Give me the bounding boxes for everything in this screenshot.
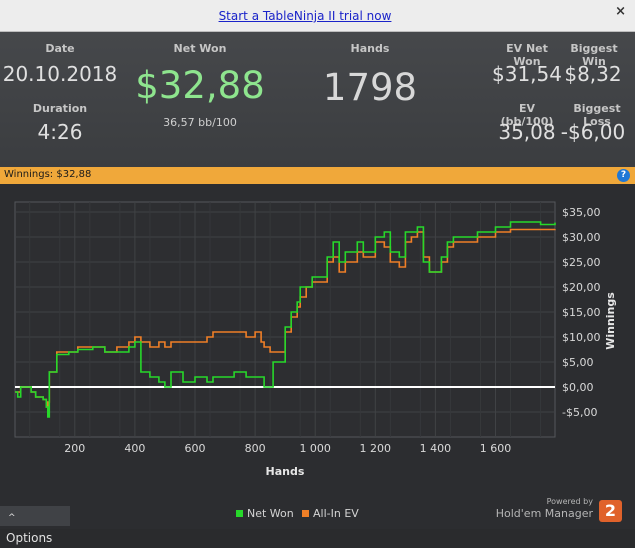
ev-net-won-label: EV Net Won [506, 42, 548, 68]
date-label: Date [45, 42, 75, 55]
y-tick-label: $35,00 [562, 206, 601, 219]
stats-panel: Date 20.10.2018 Duration 4:26 Net Won $3… [0, 32, 635, 167]
legend-net-won-label: Net Won [247, 507, 294, 520]
close-icon[interactable]: × [615, 4, 626, 19]
duration-label: Duration [32, 102, 88, 115]
trial-banner: Start a TableNinja II trial now × [0, 0, 635, 32]
ev-net-won-value: $31,54 [492, 62, 562, 86]
ev-bb100-value: 35,08 [498, 120, 556, 144]
biggest-loss-value: -$6,00 [560, 120, 626, 144]
plot-background [14, 201, 556, 438]
x-tick-label: 200 [64, 442, 85, 455]
x-tick-label: 600 [185, 442, 206, 455]
winnings-chart: -$5,00 $0,00 $5,00 $10,00 $15,00 $20,00 $25,00… [14, 201, 617, 478]
brand-label: Hold'em Manager [495, 507, 593, 520]
x-tick-label: 1 000 [299, 442, 331, 455]
chevron-up-icon: ^ [8, 513, 16, 523]
y-tick-label: -$5,00 [562, 406, 597, 419]
biggest-loss-label: Biggest Loss [573, 102, 621, 128]
y-tick-label: $0,00 [562, 381, 594, 394]
biggest-win-value: $8,32 [564, 62, 622, 86]
chart-area: -$5,00 $0,00 $5,00 $10,00 $15,00 $20,00 $25,00… [0, 184, 635, 529]
x-tick-label: 1 400 [420, 442, 452, 455]
hands-value: 1798 [322, 66, 418, 109]
winnings-label: Winnings: $32,88 [4, 169, 92, 180]
legend-all-in-ev: All-In EV [302, 507, 359, 520]
series-line-net-won [15, 221, 556, 418]
x-tick-label: 400 [124, 442, 145, 455]
y-tick-label: $20,00 [562, 281, 601, 294]
legend-net-won: Net Won [236, 507, 294, 520]
y-tick-label: $25,00 [562, 256, 601, 269]
all-in-ev-swatch [302, 510, 309, 517]
options-button[interactable]: ^ Options [0, 506, 70, 545]
winnings-bar: Winnings: $32,88 ? [0, 167, 635, 184]
hands-label: Hands [350, 42, 390, 55]
powered-by-label: Powered by [546, 497, 593, 506]
hm2-logo-icon: 2 [599, 500, 622, 522]
y-tick-label: $10,00 [562, 331, 601, 344]
net-won-swatch [236, 510, 243, 517]
netwon-label: Net Won [173, 42, 227, 55]
date-value: 20.10.2018 [2, 62, 118, 86]
x-tick-label: 1 200 [360, 442, 392, 455]
trial-link[interactable]: Start a TableNinja II trial now [218, 9, 392, 23]
legend-all-in-ev-label: All-In EV [313, 507, 359, 520]
x-tick-label: 800 [245, 442, 266, 455]
y-tick-label: $5,00 [562, 356, 594, 369]
brand: Powered by Hold'em Manager [496, 497, 593, 520]
ev-bb100-label: EV (bb/100) [500, 102, 554, 128]
y-tick-label: $15,00 [562, 306, 601, 319]
biggest-win-label: Biggest Win [570, 42, 618, 68]
x-tick-label: 1 600 [480, 442, 512, 455]
bb100-value: 36,57 bb/100 [163, 116, 237, 129]
options-label: Options [6, 531, 53, 545]
netwon-value: $32,88 [135, 64, 265, 107]
y-tick-label: $30,00 [562, 231, 601, 244]
x-axis-label: Hands [266, 465, 305, 478]
y-axis-label: Winnings [604, 292, 617, 350]
duration-value: 4:26 [37, 120, 83, 144]
help-icon[interactable]: ? [617, 169, 630, 182]
